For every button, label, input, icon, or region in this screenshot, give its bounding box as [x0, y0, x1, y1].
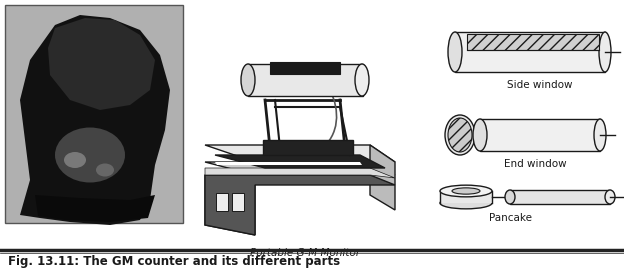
Ellipse shape [355, 64, 369, 96]
Polygon shape [370, 145, 395, 210]
Ellipse shape [452, 188, 480, 194]
Ellipse shape [55, 127, 125, 183]
Ellipse shape [445, 115, 475, 155]
FancyBboxPatch shape [510, 190, 610, 204]
Ellipse shape [505, 190, 515, 204]
Text: End window: End window [504, 159, 567, 169]
Ellipse shape [599, 32, 611, 72]
Polygon shape [205, 145, 395, 162]
Polygon shape [205, 175, 395, 235]
Ellipse shape [605, 190, 615, 204]
Ellipse shape [64, 152, 86, 168]
Polygon shape [35, 195, 155, 222]
Ellipse shape [96, 164, 114, 177]
Ellipse shape [440, 197, 492, 209]
FancyBboxPatch shape [455, 32, 605, 72]
FancyBboxPatch shape [248, 64, 363, 96]
Ellipse shape [473, 119, 487, 151]
FancyBboxPatch shape [467, 34, 599, 50]
Polygon shape [205, 168, 395, 178]
Polygon shape [215, 155, 385, 168]
FancyBboxPatch shape [5, 5, 183, 223]
Polygon shape [205, 162, 395, 175]
Text: Fig. 13.11: The GM counter and its different parts: Fig. 13.11: The GM counter and its diffe… [8, 255, 340, 268]
Ellipse shape [594, 119, 606, 151]
Polygon shape [215, 162, 362, 165]
FancyBboxPatch shape [263, 140, 353, 155]
Text: Pancake: Pancake [489, 213, 532, 223]
FancyBboxPatch shape [440, 191, 492, 203]
Polygon shape [20, 15, 170, 225]
FancyBboxPatch shape [270, 62, 340, 74]
Polygon shape [205, 175, 255, 235]
Ellipse shape [448, 32, 462, 72]
Text: Portable G-M Monitor: Portable G-M Monitor [250, 248, 360, 258]
Ellipse shape [440, 185, 492, 197]
Polygon shape [48, 18, 155, 110]
FancyBboxPatch shape [216, 193, 228, 211]
Ellipse shape [241, 64, 255, 96]
FancyBboxPatch shape [232, 193, 244, 211]
Text: Side window: Side window [507, 80, 573, 90]
Ellipse shape [448, 118, 472, 152]
FancyBboxPatch shape [480, 119, 600, 151]
